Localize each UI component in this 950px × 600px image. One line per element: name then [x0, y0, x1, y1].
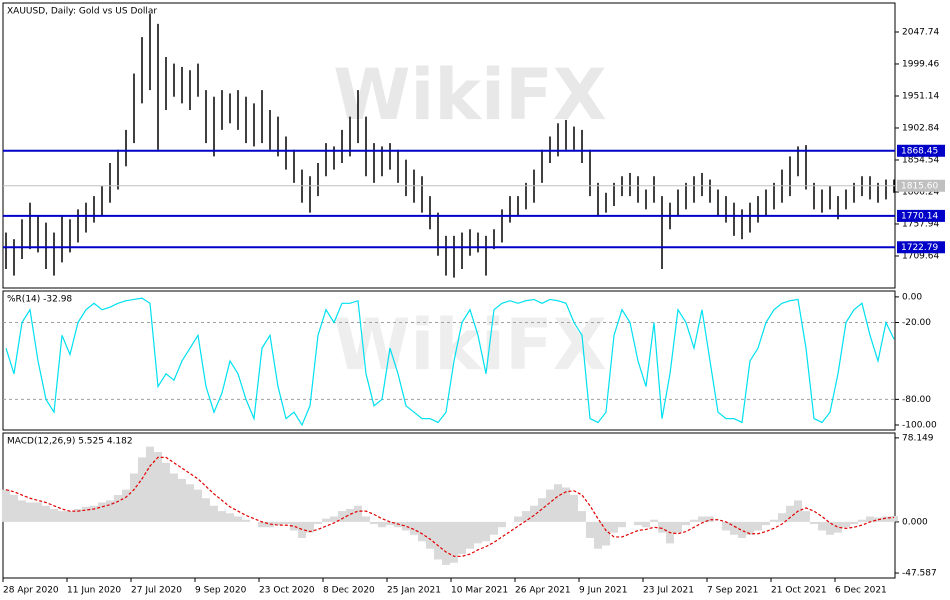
y-tick-label: -100.00	[902, 421, 937, 431]
y-tick-label: -20.00	[902, 318, 931, 328]
watermark: WikiFX	[333, 304, 607, 386]
y-tick-label: 1806.24	[902, 187, 939, 197]
panel-title: XAUUSD, Daily: Gold vs US Dollar	[7, 7, 157, 17]
x-tick-label: 10 Mar 2021	[451, 586, 508, 596]
r-line	[5, 297, 895, 427]
panel-title: %R(14) -32.98	[7, 295, 72, 305]
level-box	[897, 241, 945, 254]
x-tick-label: 23 Jul 2021	[643, 586, 694, 596]
x-tick-label: 21 Oct 2021	[771, 586, 827, 596]
watermark: WikiFX	[333, 54, 607, 136]
last-price-label: 1815.60	[901, 181, 938, 191]
x-tick-label: 25 Jan 2021	[387, 586, 441, 596]
x-tick-label: 27 Jul 2020	[131, 586, 182, 596]
x-tick-label: 11 Jun 2020	[67, 586, 121, 596]
panel-frame	[2, 2, 896, 289]
y-tick-label: 2047.74	[902, 27, 939, 37]
y-tick-label: 1709.64	[902, 251, 939, 261]
y-tick-label: 78.149	[902, 433, 934, 443]
y-tick-label: -47.587	[902, 569, 937, 579]
level-box	[897, 144, 945, 157]
x-tick-label: 9 Sep 2020	[195, 586, 247, 596]
level-label: 1770.14	[901, 211, 938, 221]
level-label: 1722.79	[901, 243, 938, 253]
x-tick-label: 7 Sep 2021	[707, 586, 758, 596]
y-tick-label: 1999.46	[902, 59, 939, 69]
y-tick-label: 0.00	[902, 292, 922, 302]
x-tick-label: 28 Apr 2020	[3, 586, 59, 596]
x-tick-label: 9 Jun 2021	[579, 586, 627, 596]
y-tick-label: 0.000	[902, 517, 928, 527]
level-label: 1868.45	[901, 146, 938, 156]
y-tick-label: 1902.84	[902, 123, 939, 133]
y-tick-label: 1951.14	[902, 91, 939, 101]
signal-line	[5, 456, 895, 557]
panel-frame	[2, 290, 896, 431]
y-tick-label: -80.00	[902, 395, 931, 405]
x-tick-label: 23 Oct 2020	[259, 586, 315, 596]
x-tick-label: 6 Dec 2021	[835, 586, 887, 596]
last-price-box	[897, 179, 945, 192]
y-tick-label: 1854.54	[902, 155, 939, 165]
x-tick-label: 8 Dec 2020	[323, 586, 375, 596]
x-tick-label: 26 Apr 2021	[515, 586, 571, 596]
y-tick-label: 1757.94	[902, 219, 939, 229]
level-box	[897, 209, 945, 222]
panel-title: MACD(12,26,9) 5.525 4.182	[7, 437, 133, 447]
